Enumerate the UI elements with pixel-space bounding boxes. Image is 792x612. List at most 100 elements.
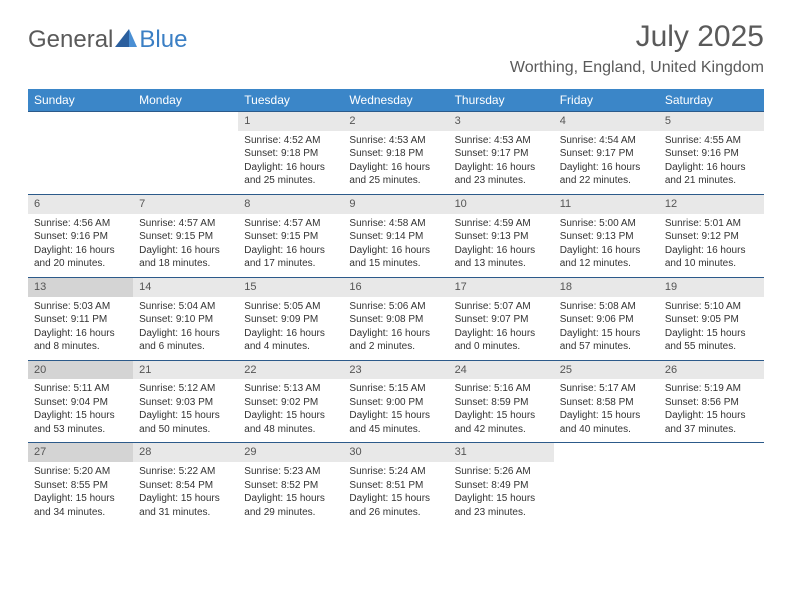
daylight-line: Daylight: 15 hours and 55 minutes. xyxy=(665,327,758,354)
calendar-day-cell: 10Sunrise: 4:59 AMSunset: 9:13 PMDayligh… xyxy=(449,195,554,277)
calendar-day-cell: 13Sunrise: 5:03 AMSunset: 9:11 PMDayligh… xyxy=(28,278,133,360)
sunset-line: Sunset: 9:05 PM xyxy=(665,313,758,327)
day-number: 12 xyxy=(659,195,764,214)
day-content: Sunrise: 5:26 AMSunset: 8:49 PMDaylight:… xyxy=(449,462,554,525)
day-content: Sunrise: 5:08 AMSunset: 9:06 PMDaylight:… xyxy=(554,297,659,360)
sunset-line: Sunset: 9:03 PM xyxy=(139,396,232,410)
day-number: 24 xyxy=(449,361,554,380)
sunrise-line: Sunrise: 4:55 AM xyxy=(665,134,758,148)
daylight-line: Daylight: 16 hours and 25 minutes. xyxy=(349,161,442,188)
calendar-day-cell: 18Sunrise: 5:08 AMSunset: 9:06 PMDayligh… xyxy=(554,278,659,360)
sunrise-line: Sunrise: 5:23 AM xyxy=(244,465,337,479)
day-number: 15 xyxy=(238,278,343,297)
sunrise-line: Sunrise: 5:06 AM xyxy=(349,300,442,314)
day-number: 23 xyxy=(343,361,448,380)
day-number: 22 xyxy=(238,361,343,380)
calendar-day-cell: 17Sunrise: 5:07 AMSunset: 9:07 PMDayligh… xyxy=(449,278,554,360)
calendar-day-cell: 3Sunrise: 4:53 AMSunset: 9:17 PMDaylight… xyxy=(449,112,554,194)
day-content: Sunrise: 5:05 AMSunset: 9:09 PMDaylight:… xyxy=(238,297,343,360)
weekday-header-cell: Thursday xyxy=(449,89,554,111)
daylight-line: Daylight: 15 hours and 45 minutes. xyxy=(349,409,442,436)
sunrise-line: Sunrise: 5:26 AM xyxy=(455,465,548,479)
day-number: 3 xyxy=(449,112,554,131)
day-number: 2 xyxy=(343,112,448,131)
day-number: 26 xyxy=(659,361,764,380)
sunset-line: Sunset: 9:10 PM xyxy=(139,313,232,327)
day-content: Sunrise: 5:16 AMSunset: 8:59 PMDaylight:… xyxy=(449,379,554,442)
calendar-day-cell: 29Sunrise: 5:23 AMSunset: 8:52 PMDayligh… xyxy=(238,443,343,525)
calendar-day-cell: 28Sunrise: 5:22 AMSunset: 8:54 PMDayligh… xyxy=(133,443,238,525)
sunrise-line: Sunrise: 5:08 AM xyxy=(560,300,653,314)
daylight-line: Daylight: 16 hours and 18 minutes. xyxy=(139,244,232,271)
sunset-line: Sunset: 8:59 PM xyxy=(455,396,548,410)
sunset-line: Sunset: 9:04 PM xyxy=(34,396,127,410)
calendar-day-cell: 7Sunrise: 4:57 AMSunset: 9:15 PMDaylight… xyxy=(133,195,238,277)
calendar-week-row: 13Sunrise: 5:03 AMSunset: 9:11 PMDayligh… xyxy=(28,277,764,360)
sunset-line: Sunset: 9:06 PM xyxy=(560,313,653,327)
sunrise-line: Sunrise: 5:13 AM xyxy=(244,382,337,396)
sunrise-line: Sunrise: 5:15 AM xyxy=(349,382,442,396)
weeks-container: 1Sunrise: 4:52 AMSunset: 9:18 PMDaylight… xyxy=(28,111,764,525)
sunset-line: Sunset: 9:09 PM xyxy=(244,313,337,327)
daylight-line: Daylight: 16 hours and 25 minutes. xyxy=(244,161,337,188)
day-number: 18 xyxy=(554,278,659,297)
sunset-line: Sunset: 9:18 PM xyxy=(244,147,337,161)
day-content: Sunrise: 4:53 AMSunset: 9:17 PMDaylight:… xyxy=(449,131,554,194)
calendar-day-cell xyxy=(133,112,238,194)
sunset-line: Sunset: 8:55 PM xyxy=(34,479,127,493)
day-content: Sunrise: 5:06 AMSunset: 9:08 PMDaylight:… xyxy=(343,297,448,360)
day-content: Sunrise: 5:19 AMSunset: 8:56 PMDaylight:… xyxy=(659,379,764,442)
weekday-header-cell: Wednesday xyxy=(343,89,448,111)
daylight-line: Daylight: 16 hours and 22 minutes. xyxy=(560,161,653,188)
day-content: Sunrise: 5:23 AMSunset: 8:52 PMDaylight:… xyxy=(238,462,343,525)
day-number: 4 xyxy=(554,112,659,131)
day-content: Sunrise: 4:54 AMSunset: 9:17 PMDaylight:… xyxy=(554,131,659,194)
sunrise-line: Sunrise: 4:53 AM xyxy=(455,134,548,148)
calendar-day-cell: 6Sunrise: 4:56 AMSunset: 9:16 PMDaylight… xyxy=(28,195,133,277)
sunset-line: Sunset: 8:52 PM xyxy=(244,479,337,493)
day-content: Sunrise: 4:57 AMSunset: 9:15 PMDaylight:… xyxy=(238,214,343,277)
daylight-line: Daylight: 16 hours and 4 minutes. xyxy=(244,327,337,354)
day-content: Sunrise: 4:53 AMSunset: 9:18 PMDaylight:… xyxy=(343,131,448,194)
month-title: July 2025 xyxy=(510,20,764,53)
sunset-line: Sunset: 8:56 PM xyxy=(665,396,758,410)
day-number: 21 xyxy=(133,361,238,380)
sunrise-line: Sunrise: 5:11 AM xyxy=(34,382,127,396)
day-content: Sunrise: 4:55 AMSunset: 9:16 PMDaylight:… xyxy=(659,131,764,194)
sunrise-line: Sunrise: 5:20 AM xyxy=(34,465,127,479)
daylight-line: Daylight: 16 hours and 0 minutes. xyxy=(455,327,548,354)
sunset-line: Sunset: 9:17 PM xyxy=(560,147,653,161)
day-number: 16 xyxy=(343,278,448,297)
sunrise-line: Sunrise: 5:12 AM xyxy=(139,382,232,396)
calendar-day-cell: 14Sunrise: 5:04 AMSunset: 9:10 PMDayligh… xyxy=(133,278,238,360)
calendar-day-cell: 9Sunrise: 4:58 AMSunset: 9:14 PMDaylight… xyxy=(343,195,448,277)
day-number: 27 xyxy=(28,443,133,462)
sunset-line: Sunset: 8:54 PM xyxy=(139,479,232,493)
sunrise-line: Sunrise: 5:04 AM xyxy=(139,300,232,314)
calendar-day-cell: 24Sunrise: 5:16 AMSunset: 8:59 PMDayligh… xyxy=(449,361,554,443)
calendar-day-cell: 2Sunrise: 4:53 AMSunset: 9:18 PMDaylight… xyxy=(343,112,448,194)
sunset-line: Sunset: 9:07 PM xyxy=(455,313,548,327)
sunrise-line: Sunrise: 5:03 AM xyxy=(34,300,127,314)
sunset-line: Sunset: 9:18 PM xyxy=(349,147,442,161)
calendar-day-cell: 19Sunrise: 5:10 AMSunset: 9:05 PMDayligh… xyxy=(659,278,764,360)
weekday-header-cell: Friday xyxy=(554,89,659,111)
day-content: Sunrise: 5:12 AMSunset: 9:03 PMDaylight:… xyxy=(133,379,238,442)
daylight-line: Daylight: 15 hours and 29 minutes. xyxy=(244,492,337,519)
sunset-line: Sunset: 9:15 PM xyxy=(244,230,337,244)
day-number: 8 xyxy=(238,195,343,214)
daylight-line: Daylight: 16 hours and 6 minutes. xyxy=(139,327,232,354)
calendar-day-cell: 25Sunrise: 5:17 AMSunset: 8:58 PMDayligh… xyxy=(554,361,659,443)
sunrise-line: Sunrise: 5:07 AM xyxy=(455,300,548,314)
sunset-line: Sunset: 9:15 PM xyxy=(139,230,232,244)
day-number: 25 xyxy=(554,361,659,380)
day-content: Sunrise: 5:01 AMSunset: 9:12 PMDaylight:… xyxy=(659,214,764,277)
sunset-line: Sunset: 9:02 PM xyxy=(244,396,337,410)
sunset-line: Sunset: 9:00 PM xyxy=(349,396,442,410)
day-number: 29 xyxy=(238,443,343,462)
daylight-line: Daylight: 15 hours and 42 minutes. xyxy=(455,409,548,436)
calendar-week-row: 1Sunrise: 4:52 AMSunset: 9:18 PMDaylight… xyxy=(28,111,764,194)
daylight-line: Daylight: 15 hours and 37 minutes. xyxy=(665,409,758,436)
title-block: July 2025 Worthing, England, United King… xyxy=(510,20,764,77)
daylight-line: Daylight: 16 hours and 12 minutes. xyxy=(560,244,653,271)
